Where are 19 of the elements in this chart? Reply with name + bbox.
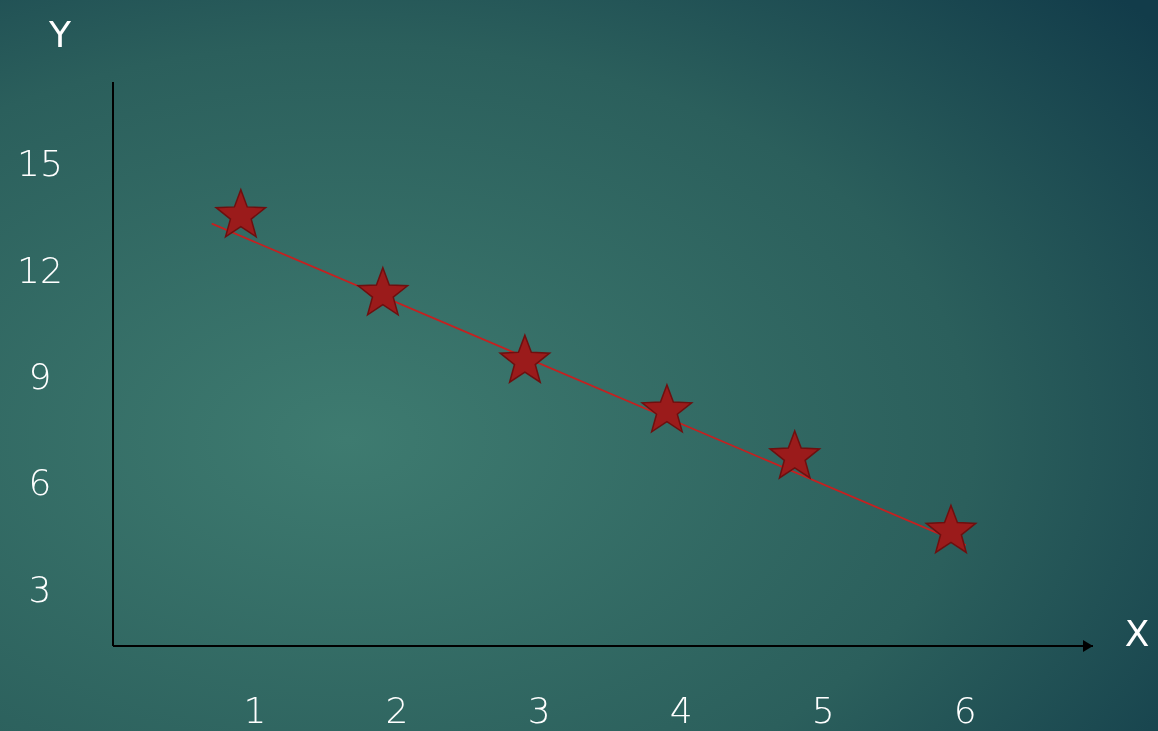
x-tick-label: 6 [953,689,977,731]
x-tick-label: 2 [385,689,409,731]
point [641,384,693,433]
x-tick-label: 3 [527,689,551,731]
point [357,267,409,316]
point [499,334,551,383]
x-tick-label: 5 [811,689,835,731]
y-axis-title: Y [48,13,72,55]
x-tick-label: 4 [669,689,693,731]
x-axis-title: X [1124,612,1150,654]
x-tick-label: 1 [243,689,267,731]
y-tick-label: 12 [17,249,63,291]
y-tick-label: 6 [28,462,52,504]
y-tick-label: 9 [28,356,52,398]
point [925,504,977,554]
y-tick-label: 15 [17,143,63,185]
y-tick-label: 3 [28,568,52,610]
point [769,430,821,479]
point [215,188,267,238]
